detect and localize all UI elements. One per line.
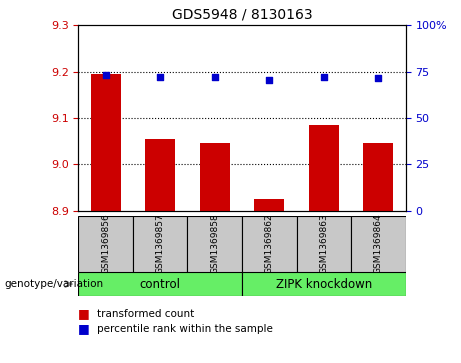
Bar	[200, 143, 230, 211]
Text: control: control	[140, 278, 181, 290]
Bar	[91, 74, 121, 211]
Text: GSM1369862: GSM1369862	[265, 214, 274, 274]
Point	[320, 74, 327, 80]
Bar	[78, 272, 242, 296]
Text: GSM1369863: GSM1369863	[319, 214, 328, 274]
Bar	[296, 216, 351, 272]
Text: ■: ■	[78, 307, 90, 321]
Text: transformed count: transformed count	[97, 309, 194, 319]
Point	[266, 77, 273, 83]
Text: percentile rank within the sample: percentile rank within the sample	[97, 323, 273, 334]
Bar	[188, 216, 242, 272]
Text: GSM1369858: GSM1369858	[210, 214, 219, 274]
Text: GSM1369864: GSM1369864	[374, 214, 383, 274]
Point	[211, 74, 219, 80]
Bar	[254, 199, 284, 211]
Bar	[363, 143, 393, 211]
Point	[157, 74, 164, 80]
Text: ■: ■	[78, 322, 90, 335]
Bar	[242, 272, 406, 296]
Point	[375, 75, 382, 81]
Bar	[133, 216, 188, 272]
Bar	[78, 216, 133, 272]
Bar	[309, 125, 339, 211]
Bar	[145, 139, 175, 211]
Title: GDS5948 / 8130163: GDS5948 / 8130163	[171, 8, 313, 21]
Point	[102, 73, 109, 78]
Text: GSM1369857: GSM1369857	[156, 214, 165, 274]
Text: genotype/variation: genotype/variation	[5, 279, 104, 289]
Text: ZIPK knockdown: ZIPK knockdown	[276, 278, 372, 290]
Bar	[351, 216, 406, 272]
Bar	[242, 216, 296, 272]
Text: GSM1369856: GSM1369856	[101, 214, 110, 274]
